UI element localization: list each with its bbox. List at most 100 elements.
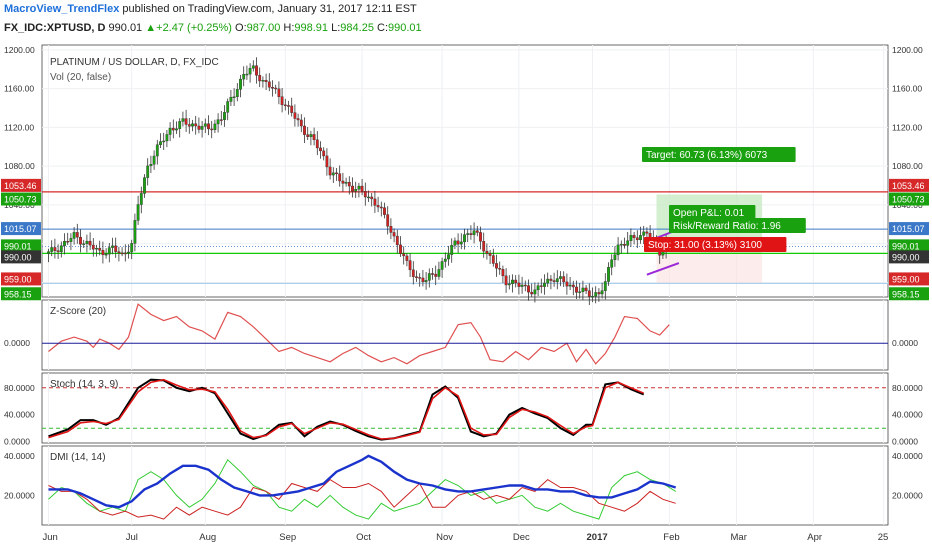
indicator-title: Stoch (14, 3, 9): [50, 379, 118, 390]
candle: [69, 233, 73, 251]
author-link[interactable]: MacroView_TrendFlex: [4, 3, 120, 15]
series-line: [48, 478, 676, 520]
candle: [59, 241, 63, 258]
x-axis-label: Jul: [126, 532, 138, 543]
candle: [53, 238, 57, 259]
candle: [181, 111, 185, 127]
price-tag-right: 990.00: [889, 250, 929, 264]
candle: [447, 245, 450, 266]
candle: [456, 233, 460, 253]
publish-line: MacroView_TrendFlex published on Trading…: [4, 3, 417, 15]
svg-text:1053.46: 1053.46: [4, 181, 37, 191]
price-tag-left: 990.01: [1, 239, 41, 253]
candle: [453, 237, 457, 250]
candle: [229, 89, 233, 106]
candle: [450, 238, 454, 263]
candle: [155, 139, 159, 165]
candle: [402, 246, 406, 265]
price-tag-right: 1053.46: [889, 178, 929, 192]
x-axis-label: 25: [878, 532, 889, 543]
candle: [123, 244, 127, 262]
svg-text:990.00: 990.00: [892, 252, 920, 262]
candle: [315, 131, 319, 156]
candle: [475, 225, 479, 237]
candle: [405, 252, 409, 267]
candle: [373, 191, 377, 213]
candle: [207, 115, 210, 136]
candle: [159, 133, 162, 148]
svg-text:1053.46: 1053.46: [892, 181, 925, 191]
candle: [152, 150, 156, 170]
candle: [72, 226, 76, 245]
candle: [386, 206, 390, 235]
candle: [216, 113, 220, 133]
x-axis-label: Nov: [436, 532, 453, 543]
candle: [50, 240, 54, 257]
axis-tick-left: 1120.00: [4, 122, 34, 132]
candle: [607, 262, 610, 286]
candle: [485, 243, 489, 260]
pane-frame: [41, 445, 889, 526]
axis-tick-left: 40.0000: [4, 451, 35, 461]
candle: [623, 237, 626, 249]
pane-1: [41, 299, 889, 371]
candle: [328, 158, 332, 180]
candle: [491, 248, 495, 267]
pane-2: [41, 372, 889, 444]
candle: [184, 109, 188, 133]
svg-text:990.01: 990.01: [892, 241, 920, 251]
price-tag-left: 1015.07: [1, 222, 41, 236]
close-label: C:: [377, 22, 389, 34]
svg-text:958.15: 958.15: [4, 289, 32, 299]
candle: [341, 172, 345, 192]
series-line: [48, 454, 677, 509]
candle: [248, 63, 252, 83]
candle: [111, 237, 114, 255]
x-axis-label: Sep: [279, 532, 296, 543]
candle: [363, 182, 367, 206]
candle: [274, 84, 278, 94]
candle: [290, 97, 294, 117]
svg-text:Stop: 31.00 (3.13%) 3100: Stop: 31.00 (3.13%) 3100: [648, 240, 762, 251]
candle: [175, 121, 178, 134]
x-axis-label: Jun: [43, 532, 58, 543]
candle: [197, 117, 201, 134]
change-up-icon: ▲: [145, 22, 157, 34]
candle: [549, 275, 553, 290]
price-tag-left: 1053.46: [1, 178, 41, 192]
candle: [562, 271, 566, 288]
axis-tick-left: 0.0000: [4, 338, 30, 348]
candle: [389, 218, 393, 240]
candle: [347, 176, 351, 195]
price-tag-left: 1050.73: [1, 192, 41, 206]
candle: [56, 244, 60, 259]
candle: [344, 177, 348, 187]
candle: [488, 249, 492, 264]
candle: [351, 177, 354, 198]
candle: [539, 278, 543, 294]
candle: [530, 283, 534, 298]
candle: [120, 247, 124, 257]
candle: [242, 66, 246, 87]
candle: [98, 240, 102, 256]
candle: [504, 268, 508, 293]
x-axis-label: Oct: [356, 532, 371, 543]
candle: [239, 74, 242, 98]
candle: [520, 276, 524, 294]
candle: [187, 117, 191, 134]
volume-indicator-label: Vol (20, false): [50, 72, 111, 83]
candle: [424, 272, 428, 290]
candle: [338, 165, 342, 187]
candle: [399, 236, 402, 257]
candle: [523, 280, 527, 292]
candle: [610, 254, 614, 276]
symbol-label[interactable]: FX_IDC:XPTUSD, D: [4, 22, 106, 34]
candle: [459, 233, 463, 250]
candle: [434, 265, 438, 286]
candle: [210, 120, 214, 139]
candle: [101, 241, 105, 264]
candle: [594, 286, 598, 304]
price-tag-left: 959.00: [1, 272, 41, 286]
